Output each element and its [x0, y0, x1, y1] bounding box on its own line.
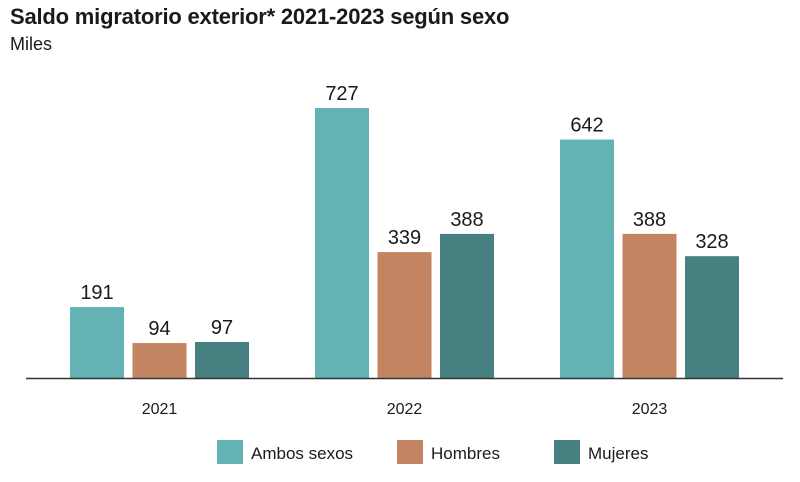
- bar-hombres-2023: [622, 233, 677, 378]
- x-tick-2023: 2023: [632, 401, 668, 418]
- legend-label-hombres: Hombres: [431, 444, 500, 463]
- data-label-mujeres-2022: 388: [450, 209, 483, 231]
- data-label-mujeres-2023: 328: [695, 231, 728, 253]
- data-label-ambos-sexos-2021: 191: [80, 282, 113, 304]
- data-label-hombres-2023: 388: [633, 209, 666, 231]
- bar-mujeres-2022: [440, 233, 494, 378]
- legend-swatch-ambos-sexos: [217, 440, 243, 464]
- data-label-mujeres-2021: 97: [211, 317, 233, 339]
- legend-label-ambos-sexos: Ambos sexos: [251, 444, 353, 463]
- data-label-ambos-sexos-2023: 642: [570, 115, 603, 137]
- bar-ambos-sexos-2022: [315, 108, 369, 378]
- bar-hombres-2021: [132, 343, 187, 378]
- bar-mujeres-2021: [195, 341, 249, 378]
- legend-swatch-mujeres: [554, 440, 580, 464]
- data-label-ambos-sexos-2022: 727: [325, 83, 358, 105]
- legend-label-mujeres: Mujeres: [588, 444, 648, 463]
- bar-ambos-sexos-2023: [560, 139, 614, 378]
- bar-mujeres-2023: [685, 256, 739, 378]
- x-tick-2022: 2022: [387, 401, 423, 418]
- data-label-hombres-2021: 94: [148, 318, 170, 340]
- legend-swatch-hombres: [397, 440, 423, 464]
- data-label-hombres-2022: 339: [388, 227, 421, 249]
- bar-ambos-sexos-2021: [70, 307, 124, 378]
- chart-title: Saldo migratorio exterior* 2021-2023 seg…: [10, 4, 510, 29]
- bar-hombres-2022: [377, 252, 432, 378]
- chart-subtitle: Miles: [10, 34, 53, 54]
- x-tick-2021: 2021: [142, 401, 178, 418]
